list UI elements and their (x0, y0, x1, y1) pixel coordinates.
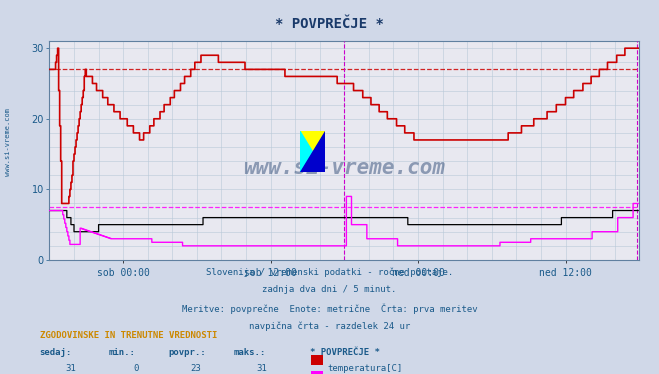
Text: www.si-vreme.com: www.si-vreme.com (5, 108, 11, 176)
Text: 0: 0 (133, 364, 138, 373)
Polygon shape (300, 131, 325, 172)
Text: 23: 23 (190, 364, 201, 373)
Text: navpična črta - razdelek 24 ur: navpična črta - razdelek 24 ur (249, 321, 410, 331)
Text: www.si-vreme.com: www.si-vreme.com (243, 158, 445, 178)
Text: povpr.:: povpr.: (168, 348, 206, 357)
Polygon shape (300, 131, 325, 172)
Polygon shape (300, 131, 325, 172)
Text: * POVPREČJE *: * POVPREČJE * (275, 17, 384, 31)
Text: min.:: min.: (109, 348, 136, 357)
Text: temperatura[C]: temperatura[C] (328, 364, 403, 373)
Text: 31: 31 (256, 364, 267, 373)
Text: ZGODOVINSKE IN TRENUTNE VREDNOSTI: ZGODOVINSKE IN TRENUTNE VREDNOSTI (40, 331, 217, 340)
Text: Slovenija / vremenski podatki - ročne postaje.: Slovenija / vremenski podatki - ročne po… (206, 267, 453, 277)
Text: Meritve: povprečne  Enote: metrične  Črta: prva meritev: Meritve: povprečne Enote: metrične Črta:… (182, 303, 477, 314)
Text: * POVPREČJE *: * POVPREČJE * (310, 348, 380, 357)
Text: zadnja dva dni / 5 minut.: zadnja dva dni / 5 minut. (262, 285, 397, 294)
Text: maks.:: maks.: (234, 348, 266, 357)
Text: 31: 31 (65, 364, 76, 373)
Text: sedaj:: sedaj: (40, 348, 72, 357)
